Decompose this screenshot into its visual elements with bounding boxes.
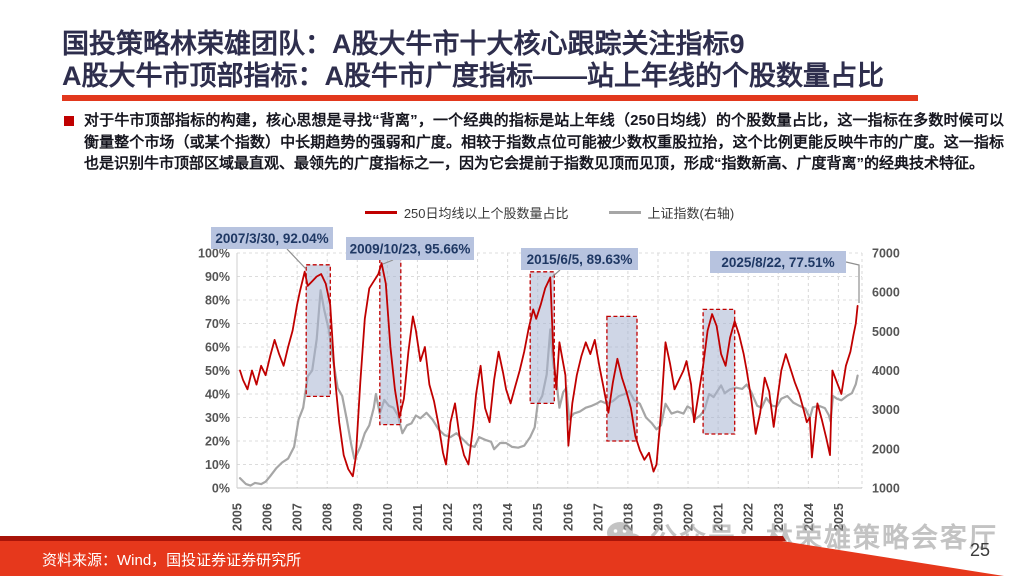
title-underline <box>62 95 918 101</box>
y-left-tick-label: 30% <box>205 411 230 425</box>
y-left-tick-label: 10% <box>205 458 230 472</box>
y-left-tick-label: 80% <box>205 294 230 308</box>
x-axis-tick-label: 2007 <box>291 503 305 531</box>
slide-title: 国投策略林荣雄团队：A股大牛市十大核心跟踪关注指标9 A股大牛市顶部指标：A股牛… <box>62 28 1002 92</box>
y-right-tick-label: 2000 <box>872 442 900 456</box>
title-line-2: A股大牛市顶部指标：A股牛市广度指标——站上年线的个股数量占比 <box>62 61 884 91</box>
y-left-tick-label: 100% <box>198 247 230 261</box>
chart-legend: 250日均线以上个股数量占比 上证指数(右轴) <box>237 203 862 222</box>
footer-band-main <box>0 541 1004 576</box>
x-axis-tick-label: 2011 <box>411 504 425 531</box>
legend-red-line-swatch <box>364 211 397 214</box>
x-axis-tick-label: 2009 <box>351 503 365 531</box>
x-axis-tick-label: 2015 <box>531 503 545 531</box>
x-axis-tick-label: 2014 <box>501 503 515 531</box>
legend-label-gray: 上证指数(右轴) <box>647 206 735 221</box>
x-axis-tick-label: 2008 <box>321 503 335 531</box>
x-axis-tick-label: 2024 <box>802 503 816 531</box>
annotation-label-box <box>521 248 638 270</box>
annotation-label-box <box>346 237 474 260</box>
y-left-tick-label: 50% <box>205 364 230 378</box>
annotation-label-text: 2009/10/23, 95.66% <box>350 241 471 256</box>
y-right-tick-label: 1000 <box>872 482 900 496</box>
y-right-tick-label: 3000 <box>872 403 900 417</box>
y-left-tick-label: 0% <box>212 482 230 496</box>
body-paragraph: 对于牛市顶部指标的构建，核心思想是寻找“背离”，一个经典的指标是站上年线（250… <box>84 112 1004 172</box>
x-axis-tick-label: 2010 <box>381 503 395 531</box>
y-right-tick-label: 6000 <box>872 286 900 300</box>
title-line-1: 国投策略林荣雄团队：A股大牛市十大核心跟踪关注指标9 <box>62 29 745 59</box>
annotation-label-box <box>710 251 846 273</box>
y-left-tick-label: 90% <box>205 270 230 284</box>
bullet-square-icon <box>64 116 74 126</box>
annotation-leader-line <box>382 259 394 265</box>
x-axis-tick-label: 2025 <box>832 503 846 531</box>
y-left-tick-label: 70% <box>205 317 230 331</box>
legend-item-red: 250日均线以上个股数量占比 <box>364 203 569 222</box>
page-number: 25 <box>970 540 991 560</box>
x-axis-tick-label: 2021 <box>712 503 726 531</box>
footer-band <box>0 536 1004 576</box>
x-axis-tick-label: 2022 <box>742 503 756 531</box>
annotation-leader-line <box>286 248 307 270</box>
x-axis-tick-label: 2013 <box>471 503 485 531</box>
y-right-tick-label: 7000 <box>872 247 900 261</box>
y-left-tick-label: 40% <box>205 388 230 402</box>
y-right-tick-label: 5000 <box>872 325 900 339</box>
y-left-tick-label: 60% <box>205 341 230 355</box>
x-axis-tick-label: 2019 <box>651 503 665 531</box>
annotation-label-text: 2015/6/5, 89.63% <box>527 252 633 267</box>
x-axis-tick-label: 2020 <box>682 503 696 531</box>
x-axis-tick-label: 2023 <box>772 503 786 531</box>
x-axis-tick-label: 2006 <box>261 503 275 531</box>
x-axis-tick-label: 2017 <box>591 503 605 531</box>
x-axis-tick-label: 2016 <box>561 503 575 531</box>
legend-item-gray: 上证指数(右轴) <box>608 203 735 222</box>
annotation-label-text: 2025/8/22, 77.51% <box>721 255 834 270</box>
footer-source: 资料来源：Wind，国投证券证券研究所 <box>42 552 302 569</box>
x-axis-tick-label: 2012 <box>441 503 455 531</box>
annotation-leader-line <box>845 261 860 303</box>
x-axis-tick-label: 2005 <box>231 503 245 531</box>
y-right-tick-label: 4000 <box>872 364 900 378</box>
annotation-leader-line <box>551 269 561 278</box>
legend-gray-line-swatch <box>608 211 641 214</box>
y-left-tick-label: 20% <box>205 435 230 449</box>
annotation-label-text: 2007/3/30, 92.04% <box>215 231 328 246</box>
series-breadth-pct-line <box>239 262 859 478</box>
annotation-label-box <box>211 227 333 249</box>
legend-label-red: 250日均线以上个股数量占比 <box>403 206 569 221</box>
footer-band-dark-edge <box>0 536 786 541</box>
